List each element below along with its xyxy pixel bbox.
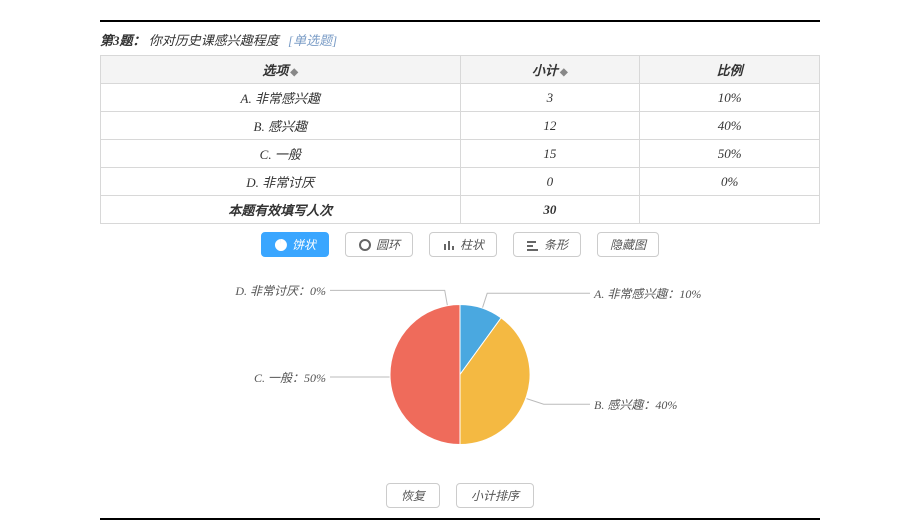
cell-option: B. 感兴趣 (101, 112, 461, 140)
footer-subtotal: 30 (460, 196, 640, 224)
reset-button[interactable]: 恢复 (386, 483, 440, 508)
sort-icon: ◆ (560, 67, 568, 78)
pie-icon (274, 238, 288, 252)
hbar-icon (526, 238, 540, 252)
question-title: 第3题： 你对历史课感兴趣程度 [单选题] (100, 30, 820, 49)
footer-ratio (640, 196, 820, 224)
pie-label: B. 感兴趣：40% (594, 396, 677, 413)
chart-type-buttons: 饼状 圆环 柱状 条形 隐藏图 (100, 232, 820, 257)
question-text: 你对历史课感兴趣程度 (149, 33, 279, 48)
ring-icon (358, 238, 372, 252)
question-number: 第3题： (100, 33, 146, 48)
table-row: A. 非常感兴趣310% (101, 84, 820, 112)
results-table: 选项◆ 小计◆ 比例 A. 非常感兴趣310%B. 感兴趣1240%C. 一般1… (100, 55, 820, 224)
cell-ratio: 10% (640, 84, 820, 112)
table-row: D. 非常讨厌00% (101, 168, 820, 196)
cell-ratio: 50% (640, 140, 820, 168)
footer-label: 本题有效填写人次 (101, 196, 461, 224)
table-footer-row: 本题有效填写人次 30 (101, 196, 820, 224)
ring-button[interactable]: 圆环 (345, 232, 413, 257)
line-button[interactable]: 条形 (513, 232, 581, 257)
sort-icon: ◆ (290, 67, 298, 78)
pie-button[interactable]: 饼状 (261, 232, 329, 257)
bar-icon (442, 238, 456, 252)
bar-button[interactable]: 柱状 (429, 232, 497, 257)
cell-subtotal: 0 (460, 168, 640, 196)
cell-option: C. 一般 (101, 140, 461, 168)
cell-subtotal: 15 (460, 140, 640, 168)
header-subtotal[interactable]: 小计◆ (460, 56, 640, 84)
sort-button[interactable]: 小计排序 (456, 483, 534, 508)
cell-subtotal: 3 (460, 84, 640, 112)
table-row: C. 一般1550% (101, 140, 820, 168)
header-option[interactable]: 选项◆ (101, 56, 461, 84)
bottom-action-buttons: 恢复 小计排序 (100, 483, 820, 508)
pie-label: C. 一般：50% (254, 369, 326, 386)
cell-ratio: 0% (640, 168, 820, 196)
pie-label: A. 非常感兴趣：10% (594, 285, 701, 302)
cell-subtotal: 12 (460, 112, 640, 140)
cell-option: A. 非常感兴趣 (101, 84, 461, 112)
header-ratio: 比例 (640, 56, 820, 84)
pie-label: D. 非常讨厌：0% (235, 282, 326, 299)
question-tag: [单选题] (288, 33, 337, 48)
pie-chart: A. 非常感兴趣：10% B. 感兴趣：40% C. 一般：50% D. 非常讨厌：0… (100, 277, 820, 477)
table-row: B. 感兴趣1240% (101, 112, 820, 140)
hide-chart-button[interactable]: 隐藏图 (597, 232, 659, 257)
cell-option: D. 非常讨厌 (101, 168, 461, 196)
pie-svg (380, 295, 540, 455)
cell-ratio: 40% (640, 112, 820, 140)
